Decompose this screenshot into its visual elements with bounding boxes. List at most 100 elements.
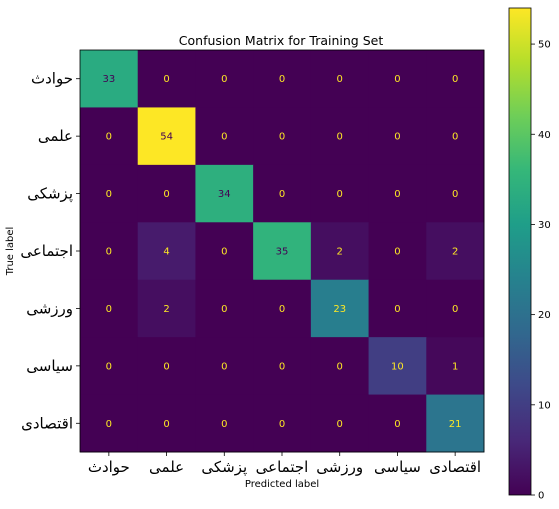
- cell-value-label: 0: [279, 361, 285, 372]
- x-tick-label: پزشکی: [201, 458, 247, 477]
- chart-title: Confusion Matrix for Training Set: [179, 33, 384, 48]
- heatmap-cell: [368, 164, 427, 223]
- cell-value-label: 0: [394, 189, 400, 200]
- heatmap-cell: [426, 279, 485, 338]
- colorbar-tick-label: 0: [538, 491, 544, 502]
- cell-value-label: 0: [337, 189, 343, 200]
- heatmap-cell: [137, 394, 196, 453]
- colorbar-ticks: 0 10 20 30 40 50: [531, 40, 551, 502]
- cell-value-label: 33: [102, 74, 115, 85]
- colorbar-tick-label: 10: [538, 400, 551, 411]
- colorbar-tick-label: 50: [538, 40, 551, 51]
- cell-value-label: 0: [452, 189, 458, 200]
- cell-value-label: 0: [106, 419, 112, 430]
- cell-value-label: 0: [279, 304, 285, 315]
- heatmap-cell: [137, 164, 196, 223]
- heatmap-cell: [80, 394, 139, 453]
- cell-value-label: 0: [163, 189, 169, 200]
- heatmap-cell: [80, 337, 139, 396]
- heatmap-cell: [137, 107, 196, 166]
- heatmap-cell: [195, 337, 254, 396]
- x-axis-ticks: حوادث علمی پزشکی اجتماعی ورزشی سیاسی اقتصادی: [88, 452, 481, 477]
- cell-value-label: 0: [394, 247, 400, 258]
- heatmap-cell: [80, 164, 139, 223]
- cell-value-label: 0: [163, 419, 169, 430]
- heatmap-cell: [137, 279, 196, 338]
- colorbar-tick-label: 20: [538, 310, 551, 321]
- cell-value-label: 0: [221, 419, 227, 430]
- heatmap-cell: [195, 222, 254, 281]
- heatmap-cell: [426, 107, 485, 166]
- cell-value-label: 0: [452, 304, 458, 315]
- heatmap-cell: [426, 222, 485, 281]
- cell-value-label: 0: [163, 74, 169, 85]
- heatmap-cell: [310, 222, 370, 281]
- y-axis-label: True label: [5, 227, 16, 277]
- x-tick-label: ورزشی: [316, 458, 363, 476]
- cell-value-label: 0: [106, 132, 112, 143]
- cell-value-label: 0: [106, 247, 112, 258]
- x-tick-label: اقتصادی: [429, 458, 481, 476]
- heatmap-cell: [195, 394, 254, 453]
- heatmap-cell: [195, 279, 254, 338]
- heatmap-cell: [310, 50, 370, 108]
- cell-value-label: 2: [163, 304, 169, 315]
- colorbar-tick-label: 30: [538, 220, 551, 231]
- y-tick-label: حوادث: [31, 70, 73, 88]
- heatmap-cell: [368, 337, 427, 396]
- cell-value-label: 1: [452, 361, 458, 372]
- heatmap-cells: 33 0 0 0 0 0 0 0 54 0 0 0 0 0 0 0 34 0 0 0 0 0 4 0 35 2 0 2 0 2 0 0 23 0 0…: [80, 50, 485, 453]
- cell-value-label: 0: [163, 361, 169, 372]
- heatmap-cell: [426, 50, 485, 108]
- cell-value-label: 0: [106, 361, 112, 372]
- heatmap-cell: [368, 222, 427, 281]
- cell-value-label: 10: [391, 361, 404, 372]
- heatmap-cell: [253, 394, 312, 453]
- cell-value-label: 0: [394, 304, 400, 315]
- cell-value-label: 0: [221, 74, 227, 85]
- heatmap-cell: [137, 337, 196, 396]
- heatmap-cell: [80, 279, 139, 338]
- y-tick-label: اقتصادی: [21, 414, 73, 432]
- y-tick-label: اجتماعی: [20, 242, 73, 260]
- cell-value-label: 0: [106, 189, 112, 200]
- colorbar-tick-label: 40: [538, 130, 551, 141]
- x-tick-label: اجتماعی: [256, 458, 309, 476]
- cell-value-label: 0: [221, 361, 227, 372]
- y-tick-label: پزشکی: [27, 185, 73, 204]
- cell-value-label: 0: [337, 361, 343, 372]
- cell-value-label: 4: [163, 247, 169, 258]
- x-tick-label: علمی: [149, 458, 184, 476]
- heatmap-cell: [253, 164, 312, 223]
- x-tick-label: حوادث: [88, 458, 130, 476]
- cell-value-label: 0: [279, 419, 285, 430]
- cell-value-label: 0: [221, 304, 227, 315]
- cell-value-label: 35: [276, 247, 289, 258]
- cell-value-label: 0: [106, 304, 112, 315]
- heatmap-cell: [253, 50, 312, 108]
- cell-value-label: 0: [221, 132, 227, 143]
- cell-value-label: 2: [337, 247, 343, 258]
- cell-value-label: 0: [394, 132, 400, 143]
- y-tick-label: ورزشی: [26, 299, 73, 317]
- heatmap-cell: [426, 394, 485, 453]
- heatmap-cell: [253, 279, 312, 338]
- heatmap-cell: [310, 394, 370, 453]
- heatmap-cell: [195, 107, 254, 166]
- cell-value-label: 34: [218, 189, 231, 200]
- cell-value-label: 0: [279, 132, 285, 143]
- heatmap-cell: [368, 279, 427, 338]
- colorbar: [508, 7, 532, 496]
- heatmap-cell: [80, 222, 139, 281]
- cell-value-label: 23: [333, 304, 346, 315]
- cell-value-label: 0: [394, 419, 400, 430]
- heatmap-cell: [368, 107, 427, 166]
- cell-value-label: 2: [452, 247, 458, 258]
- heatmap-cell: [426, 337, 485, 396]
- y-tick-label: سیاسی: [26, 357, 73, 375]
- heatmap-cell: [195, 164, 254, 223]
- cell-value-label: 0: [337, 419, 343, 430]
- heatmap-cell: [137, 222, 196, 281]
- heatmap-cell: [368, 50, 427, 108]
